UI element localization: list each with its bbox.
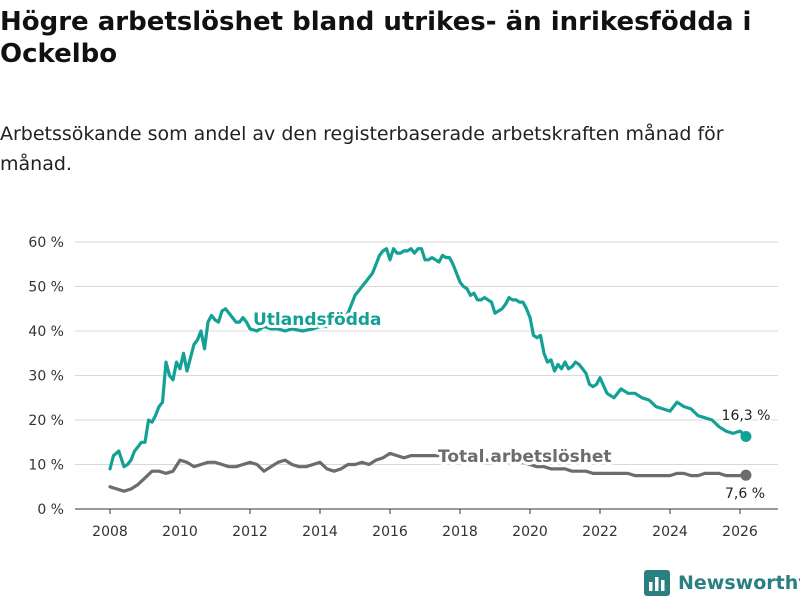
x-tick-label: 2026: [722, 524, 758, 540]
axes: 0 % 10 % 20 % 30 % 40 % 50 % 60 % 2008 2010 2012 2…: [28, 235, 757, 540]
x-tick-label: 2012: [232, 524, 268, 540]
chart-title: Högre arbetslöshet bland utrikes- än inr…: [0, 7, 752, 69]
x-tick-label: 2010: [162, 524, 198, 540]
brand-logo: Newsworthy: [644, 568, 800, 598]
x-tick-label: 2018: [442, 524, 478, 540]
logo-bar: [655, 577, 659, 591]
x-tick-label: 2024: [652, 524, 688, 540]
gridlines: [75, 241, 778, 510]
y-tick-label: 40 %: [28, 324, 64, 340]
newsworthy-logo-icon: [644, 570, 670, 596]
brand-name: Newsworthy: [678, 572, 800, 594]
y-tick-label: 30 %: [28, 369, 64, 385]
chart-subtitle: Arbetssökande som andel av den registerb…: [0, 123, 724, 175]
end-label-utlandsfodda: 16,3 %: [722, 408, 771, 424]
series-label-utlandsfodda: Utlandsfödda: [253, 310, 382, 330]
y-tick-label: 10 %: [28, 458, 64, 474]
y-tick-label: 50 %: [28, 280, 64, 296]
x-tick-label: 2020: [512, 524, 548, 540]
logo-bar: [649, 582, 653, 591]
end-point-utlandsfodda: [740, 430, 752, 442]
series-label-total: Total arbetslöshet: [438, 447, 612, 467]
y-tick-label: 20 %: [28, 413, 64, 429]
y-tick-label: 60 %: [28, 235, 64, 251]
series-line-total: [108, 451, 748, 493]
series-line-utlandsfodda: [108, 247, 748, 471]
y-tick-label: 0 %: [37, 502, 64, 518]
logo-bar: [661, 580, 665, 591]
end-point-total: [740, 469, 752, 481]
end-label-total: 7,6 %: [725, 486, 765, 502]
x-tick-label: 2016: [372, 524, 408, 540]
x-tick-label: 2014: [302, 524, 338, 540]
x-tick-label: 2008: [92, 524, 128, 540]
series: [108, 247, 752, 493]
x-tick-label: 2022: [582, 524, 618, 540]
chart-labels: Utlandsfödda Total arbetslöshet 16,3 % 7,6 …: [250, 307, 772, 504]
